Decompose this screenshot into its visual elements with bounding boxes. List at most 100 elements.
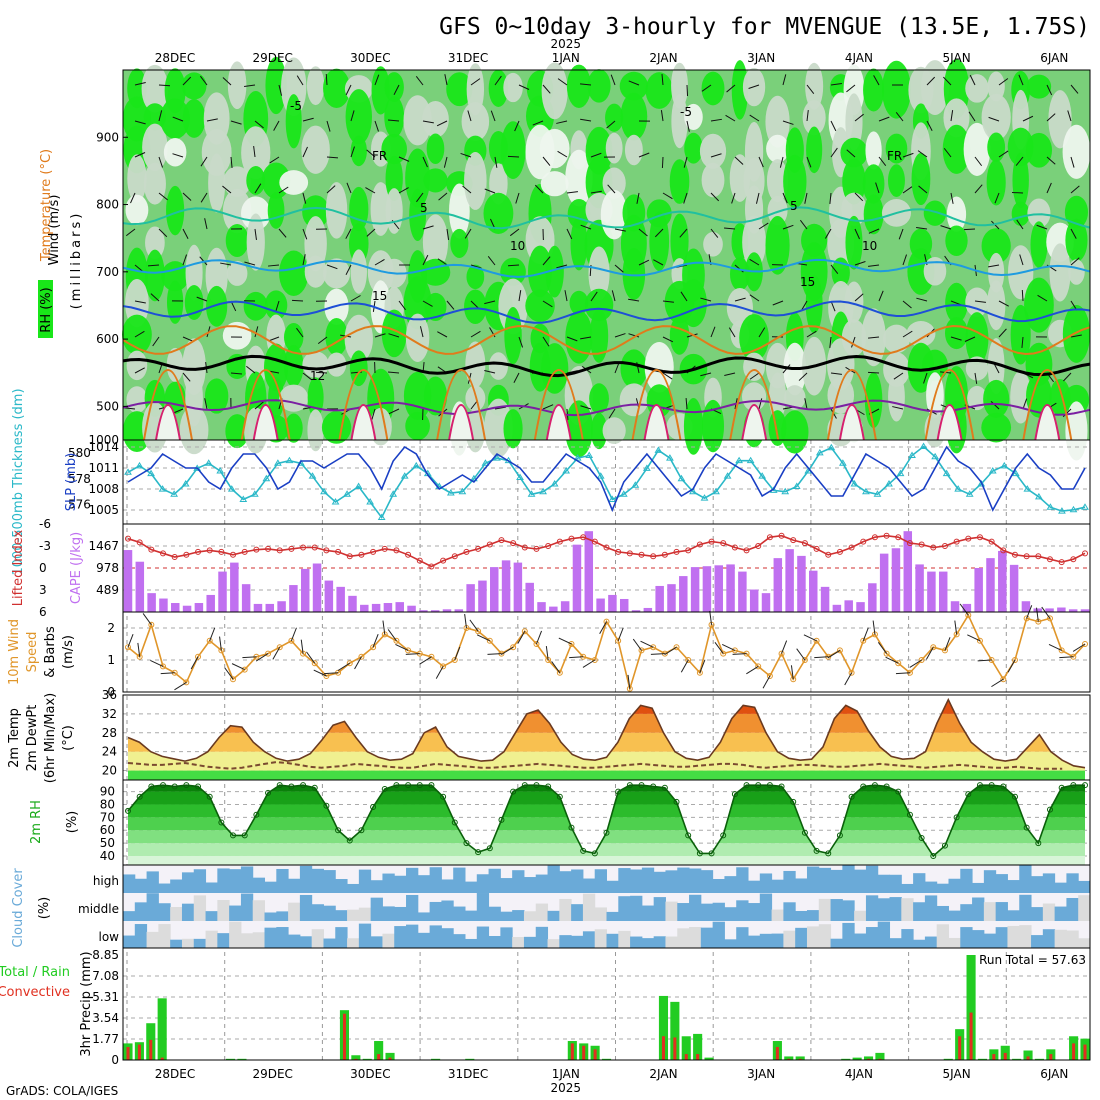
rh-cell: [461, 101, 490, 142]
warm-contour: [436, 369, 487, 441]
rh-cell: [405, 313, 430, 362]
rh2m-point: [930, 852, 937, 859]
upper-wind-barb: [388, 119, 400, 122]
rh-cell: [589, 383, 609, 414]
cloud-cell: [288, 934, 301, 948]
rh-cell: [767, 195, 788, 226]
upper-wind-barb: [868, 336, 880, 339]
rh-cell: [528, 245, 553, 298]
rh2m-point: [335, 827, 342, 834]
temp-ylabel: 2m DewPt: [25, 705, 40, 772]
thickness-point: [158, 485, 167, 492]
cloud-cell: [559, 898, 572, 921]
lifted-index-point: [183, 551, 190, 558]
upper-wind-barb: [974, 156, 983, 167]
wind-barb: [862, 627, 869, 641]
wind-speed-point: [195, 653, 202, 660]
rh-cell: [426, 133, 445, 164]
cloud-cell: [158, 903, 171, 921]
upper-wind-barb: [916, 227, 928, 230]
cloud-cell: [795, 927, 808, 948]
cloud-cell: [830, 869, 843, 893]
wind-speed-point: [1000, 676, 1007, 683]
cloud-cell: [547, 910, 560, 921]
upper-wind-barb: [772, 300, 784, 306]
thickness-point: [539, 487, 547, 495]
warm-contour: [826, 369, 877, 441]
cloud-cell: [311, 929, 324, 948]
lifted-index-point: [615, 548, 622, 555]
thickness-point: [1011, 469, 1020, 477]
rh2m-point: [976, 782, 983, 789]
lifted-index-point: [930, 544, 937, 551]
upper-wind-barb: [1022, 115, 1034, 122]
rh-cell: [669, 159, 690, 204]
upper-wind-barb: [1021, 289, 1024, 302]
wind-speed-point: [405, 647, 412, 654]
rh-cell: [671, 94, 688, 149]
lifted-index-point: [346, 553, 353, 560]
thickness-point: [343, 490, 351, 497]
thickness-point: [1000, 461, 1009, 469]
rh-tick-label: 40: [100, 849, 115, 863]
upper-wind-barb: [636, 192, 640, 204]
rh-cell: [942, 124, 971, 174]
precip-total-bar: [1012, 1058, 1022, 1060]
upper-wind-barb: [902, 254, 908, 266]
thickness-point: [377, 513, 386, 521]
wind-barb: [814, 656, 829, 659]
upper-wind-barb: [590, 291, 598, 302]
thickness-point: [135, 461, 144, 469]
upper-wind-barb: [1016, 219, 1024, 230]
upper-wind-barb: [200, 75, 208, 86]
upper-wind-barb: [782, 192, 788, 204]
thickness-point: [274, 459, 282, 466]
rh-cell: [279, 250, 309, 296]
wind-speed-point: [836, 647, 843, 654]
precip-convective-bar: [787, 1058, 791, 1060]
cloud-cell: [1007, 925, 1020, 948]
upper-wind-barb: [580, 118, 592, 122]
cloud-cell: [889, 938, 902, 948]
upper-wind-barb: [564, 290, 568, 302]
wind-barb: [209, 627, 216, 641]
cloud-cell: [759, 893, 773, 921]
cloud-cell: [653, 871, 666, 893]
cloud-cell: [571, 904, 584, 921]
bottom-date-label: 1JAN: [552, 1067, 580, 1081]
upper-wind-barb: [1019, 254, 1024, 266]
cape-bar: [962, 603, 972, 612]
upper-wind-barb: [1037, 294, 1048, 302]
slp-tick-label: 1014: [88, 440, 119, 454]
bottom-date-label: 5JAN: [943, 1067, 971, 1081]
upper-wind-barb: [134, 120, 146, 125]
upper-wind-barb: [246, 365, 256, 374]
cape-bar: [171, 603, 180, 612]
upper-wind-barb: [1015, 156, 1024, 166]
rh2m-point: [988, 782, 995, 789]
upper-wind-barb: [230, 120, 242, 125]
lifted-index-point: [370, 548, 377, 555]
temp-tick-label: 36: [102, 688, 117, 702]
rh-unit-label: (%): [65, 811, 80, 834]
upper-wind-barb: [484, 188, 496, 194]
rh-cell: [888, 372, 905, 422]
wind-barb: [190, 656, 199, 670]
rh-cell: [649, 211, 670, 272]
cloud-cell: [972, 930, 985, 948]
lifted-index-point: [580, 534, 587, 541]
thickness-point: [596, 472, 605, 479]
lifted-index-point: [895, 534, 902, 541]
cape-bar: [809, 570, 818, 612]
wind-barb: [395, 643, 409, 651]
wind-barb: [1059, 656, 1074, 659]
rh-cell: [166, 347, 184, 382]
upper-wind-barb: [1046, 84, 1053, 96]
rh-cell: [784, 385, 806, 410]
wind-speed-point: [650, 644, 657, 651]
upper-wind-barb: [724, 372, 736, 377]
rh2m-point: [1082, 782, 1088, 789]
thickness-point: [227, 485, 236, 492]
li-tick-label: -3: [39, 539, 51, 553]
wind-speed-point: [206, 637, 213, 644]
